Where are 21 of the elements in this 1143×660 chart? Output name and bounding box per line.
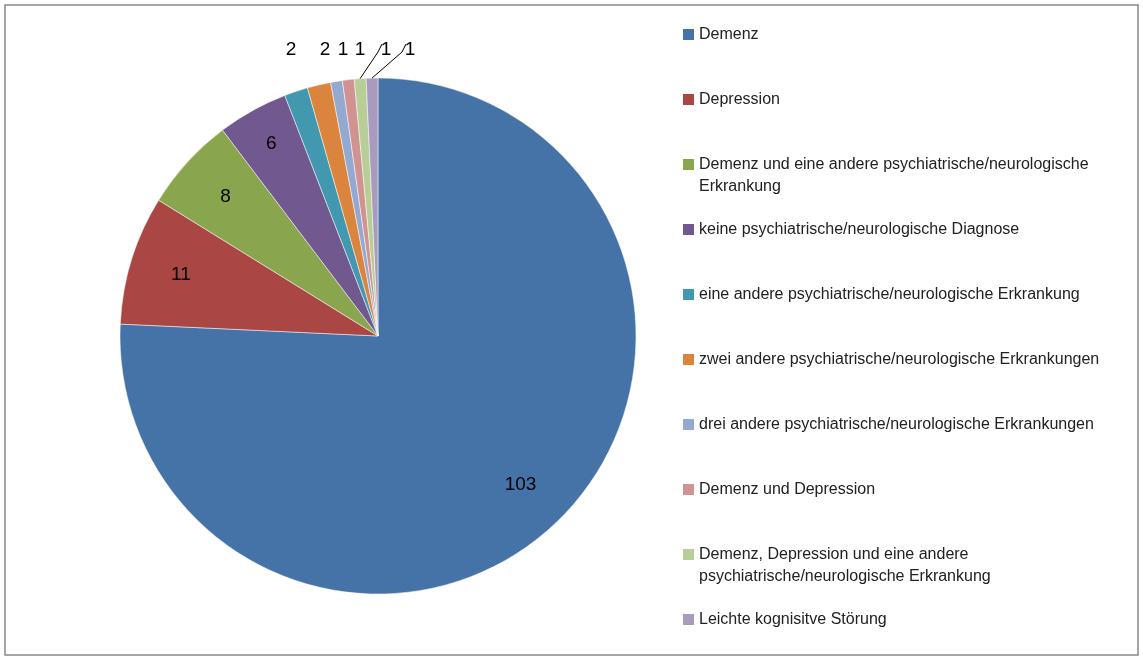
data-label: 2 (319, 38, 331, 60)
data-label: 6 (266, 132, 277, 154)
pie-slice (120, 77, 637, 594)
data-label: 8 (220, 184, 231, 206)
data-label: 103 (504, 473, 537, 495)
data-label: 2 (285, 38, 297, 60)
data-label: 1 (404, 38, 416, 60)
legend-label: drei andere psychiatrische/neurologische Erkrankungen (699, 415, 1094, 433)
legend-label: Leichte kognisitve Störung (699, 610, 887, 628)
data-label: 1 (380, 38, 392, 60)
legend-label: Demenz und Depression (699, 480, 876, 498)
legend-label: eine andere psychiatrische/neurologische Erkrankung (699, 285, 1080, 303)
legend-label: keine psychiatrische/neurologische Diagnose (699, 220, 1020, 238)
legend-label: Demenz (699, 25, 759, 43)
legend-label: Depression (699, 90, 780, 108)
data-label: 1 (337, 38, 349, 60)
legend-label: Demenz und eine andere psychiatrische/neurologische Erkrankung (699, 155, 1089, 195)
data-label: 1 (354, 38, 366, 60)
legend-label: zwei andere psychiatrische/neurologische Erkrankungen (699, 350, 1100, 368)
legend-label: Demenz, Depression und eine andere psychiatrische/neurologische Erkrankung (699, 545, 991, 585)
data-label: 11 (170, 262, 191, 284)
